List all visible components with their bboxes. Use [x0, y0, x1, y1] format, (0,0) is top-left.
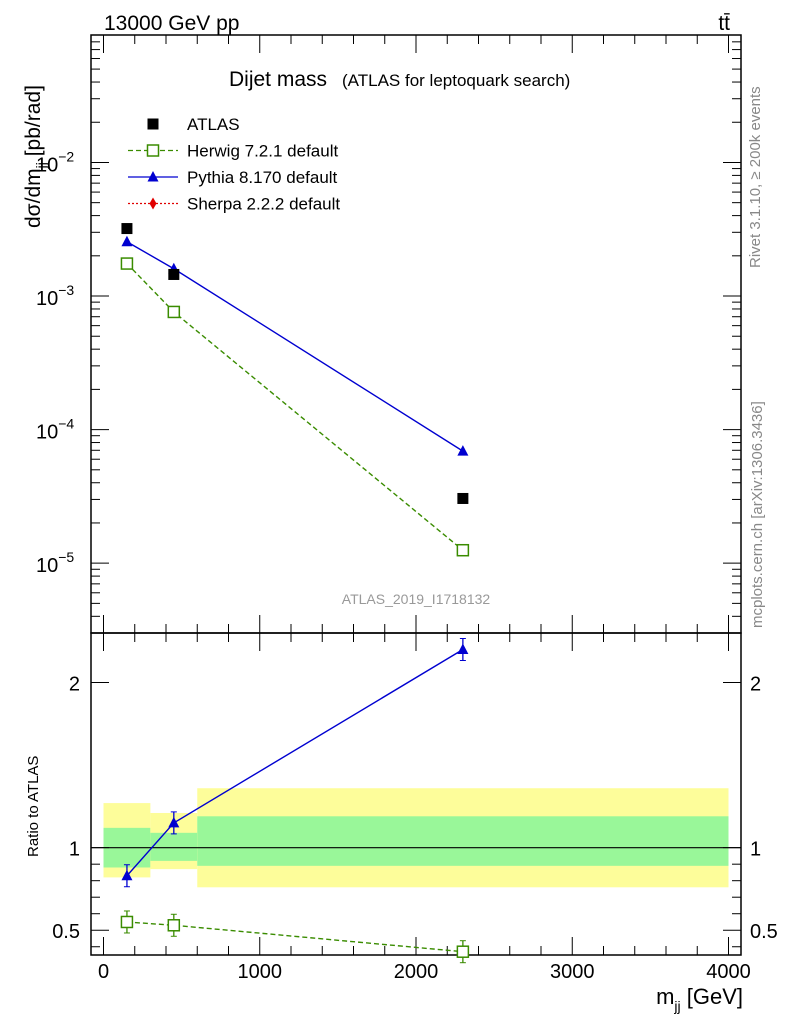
legend-label: ATLAS — [187, 115, 240, 134]
ratio-uncertainty-bands — [91, 788, 741, 888]
mcplots-reference-label: mcplots.cern.ch [arXiv:1306.3436] — [749, 401, 766, 628]
ratio-point — [120, 915, 134, 929]
x-tick-label: 4000 — [706, 961, 751, 983]
data-point — [121, 223, 133, 235]
chart-subtitle: (ATLAS for leptoquark search) — [342, 71, 570, 90]
legend-marker — [147, 118, 159, 130]
series-point — [457, 445, 469, 456]
legend-label: Sherpa 2.2.2 default — [187, 195, 340, 214]
series-point — [121, 235, 133, 247]
ratio-y-tick-label: 2 — [69, 674, 80, 696]
series-point — [120, 257, 134, 270]
stat-uncertainty-band — [150, 832, 198, 861]
ratio-point — [167, 919, 181, 932]
ratio-series-layer — [120, 638, 470, 964]
x-tick-label: 2000 — [394, 961, 439, 983]
header-process-label: tt̄ — [718, 12, 730, 35]
ratio-y-tick-label-right: 0.5 — [750, 921, 778, 943]
ratio-point — [121, 869, 133, 881]
series-point — [456, 543, 470, 557]
ratio-series-line — [126, 921, 463, 953]
ratio-axis-ticks: 0.5 0.5 1 1 2 2 0 1000 2000 3000 4000 — [52, 633, 778, 983]
ratio-point — [456, 945, 470, 958]
rivet-version-label: Rivet 3.1.10, ≥ 200k events — [747, 86, 764, 268]
chart-title: Dijet mass — [229, 68, 327, 91]
ratio-y-tick-label-right: 2 — [750, 674, 761, 696]
data-point — [168, 268, 180, 280]
series-point — [167, 305, 181, 319]
x-tick-label: 0 — [98, 961, 109, 983]
legend-marker — [149, 197, 157, 210]
y-axis-label: dσ/dmjj [pb/rad] — [22, 85, 49, 228]
x-axis-label: mjj [GeV] — [656, 984, 743, 1014]
main-axis-ticks: 10−5 10−4 10−3 10−2 — [36, 34, 741, 634]
legend-marker — [147, 171, 159, 182]
ratio-point — [168, 816, 180, 828]
main-series-layer — [120, 223, 470, 557]
data-point — [457, 492, 469, 504]
y-tick-label: 10−4 — [36, 416, 74, 444]
y-tick-label: 10−5 — [36, 549, 74, 577]
analysis-id-label: ATLAS_2019_I1718132 — [342, 591, 491, 607]
stat-uncertainty-band — [197, 816, 729, 866]
header-collision-label: 13000 GeV pp — [104, 12, 239, 35]
legend-label: Herwig 7.2.1 default — [187, 142, 338, 161]
legend-marker — [146, 144, 160, 157]
x-tick-label: 3000 — [550, 961, 595, 983]
legend-label: Pythia 8.170 default — [187, 168, 338, 187]
legend: ATLAS Herwig 7.2.1 default Pythia 8.170 de… — [128, 115, 340, 214]
ratio-y-tick-label: 0.5 — [52, 921, 80, 943]
y-tick-label: 10−3 — [36, 282, 74, 310]
ratio-y-tick-label-right: 1 — [750, 839, 761, 861]
ratio-point — [457, 643, 469, 655]
x-tick-label: 1000 — [238, 961, 283, 983]
y-tick-label: 10−2 — [36, 148, 74, 176]
ratio-y-tick-label: 1 — [69, 839, 80, 861]
ratio-y-axis-label: Ratio to ATLAS — [25, 756, 42, 857]
